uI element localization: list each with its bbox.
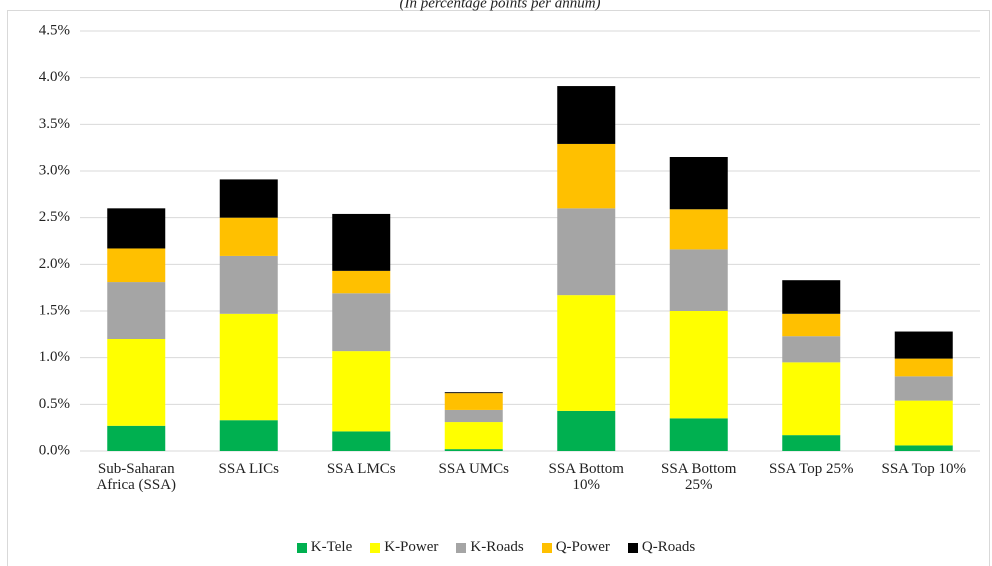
y-tick-label: 4.0% <box>39 69 70 85</box>
x-tick-label: SSA Bottom 10% <box>548 461 624 493</box>
bar-segment <box>332 213 391 271</box>
legend-swatch <box>541 542 552 553</box>
legend-swatch <box>296 542 307 553</box>
bar-segment <box>219 217 278 256</box>
bar-segment <box>444 409 503 423</box>
x-tick-label: SSA LICs <box>218 461 279 477</box>
y-tick-label: 0.5% <box>39 396 70 412</box>
legend-label: Q-Roads <box>641 539 696 555</box>
bar-segment <box>669 209 728 250</box>
legend-item: Q-Roads <box>627 539 696 556</box>
legend-item: K-Roads <box>456 539 524 556</box>
legend-label: K-Roads <box>470 539 524 555</box>
chart-subtitle: (In percentage points per annum) <box>399 0 600 11</box>
bar-segment <box>669 157 728 210</box>
bar-segment <box>782 435 841 451</box>
bar-segment <box>107 425 166 451</box>
legend-item: K-Power <box>370 539 438 556</box>
legend-swatch <box>456 542 467 553</box>
x-tick-label: SSA Top 10% <box>881 461 967 477</box>
bar-segment <box>219 179 278 218</box>
y-tick-label: 1.0% <box>39 349 70 365</box>
bar-segment <box>557 410 616 451</box>
legend-label: Q-Power <box>555 539 610 555</box>
legend-label: K-Tele <box>310 539 353 555</box>
bar-segment <box>782 313 841 337</box>
x-tick-label: SSA Bottom 25% <box>661 461 737 493</box>
y-tick-label: 4.5% <box>39 22 70 38</box>
y-tick-label: 2.0% <box>39 256 70 272</box>
bar-segment <box>444 422 503 450</box>
legend-label: K-Power <box>384 539 439 555</box>
bar-segment <box>219 313 278 421</box>
bar-segment <box>557 86 616 144</box>
bar-segment <box>894 445 953 451</box>
bar-segment <box>107 339 166 426</box>
bar-segment <box>669 311 728 419</box>
bar-segment <box>557 295 616 411</box>
bar-segment <box>332 431 391 451</box>
bar-segment <box>107 208 166 249</box>
bar-segment <box>782 362 841 436</box>
legend-swatch <box>370 542 381 553</box>
x-tick-label: Sub-Saharan Africa (SSA) <box>96 461 177 493</box>
y-tick-label: 1.5% <box>39 302 70 318</box>
bar-segment <box>107 248 166 283</box>
bar-segment <box>444 449 503 451</box>
bar-segment <box>894 376 953 401</box>
y-tick-label: 3.0% <box>39 162 70 178</box>
bar-segment <box>219 255 278 314</box>
bar-segment <box>894 358 953 377</box>
y-tick-label: 3.5% <box>39 116 70 132</box>
bar-segment <box>444 393 503 410</box>
bar-segment <box>669 249 728 311</box>
bar-segment <box>894 400 953 446</box>
legend-item: Q-Power <box>541 539 610 556</box>
legend-item: K-Tele <box>296 539 353 556</box>
bar-segment <box>332 293 391 352</box>
legend-swatch <box>627 542 638 553</box>
x-tick-label: SSA Top 25% <box>768 461 854 477</box>
bar-segment <box>894 331 953 359</box>
x-tick-label: SSA LMCs <box>326 461 396 477</box>
chart-border <box>7 10 990 566</box>
bar-segment <box>332 270 391 294</box>
bar-segment <box>332 351 391 432</box>
y-tick-label: 2.5% <box>39 209 70 225</box>
bar-segment <box>219 420 278 451</box>
bar-segment <box>107 282 166 339</box>
bar-segment <box>557 143 616 209</box>
bar-segment <box>669 418 728 451</box>
bar-segment <box>444 392 503 394</box>
x-tick-label: SSA UMCs <box>438 461 509 477</box>
bar-segment <box>557 208 616 296</box>
y-tick-label: 0.0% <box>39 442 70 458</box>
legend: K-Tele K-Power K-Roads Q-Power Q-Roads <box>0 539 992 556</box>
bar-segment <box>782 336 841 363</box>
bar-segment <box>782 280 841 314</box>
